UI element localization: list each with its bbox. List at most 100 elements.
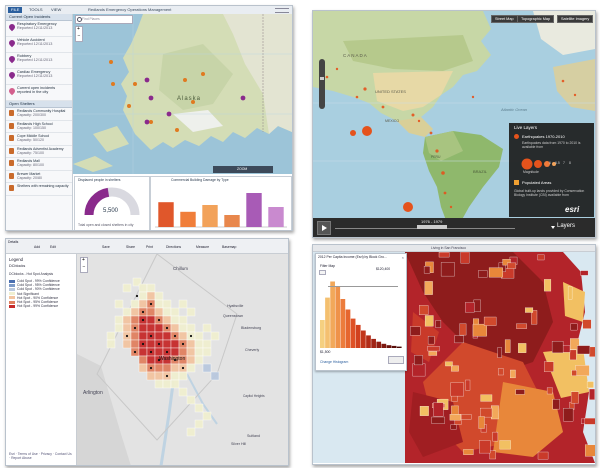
hotspot-cell[interactable] [210, 371, 220, 381]
block-group-polygon[interactable] [499, 440, 511, 450]
block-group-polygon[interactable] [567, 286, 573, 300]
block-group-polygon[interactable] [589, 388, 595, 400]
hotspot-cell[interactable] [154, 363, 164, 373]
incident-point[interactable] [157, 318, 161, 322]
menu-tab-tools[interactable]: TOOLS [29, 7, 43, 12]
shelter-item[interactable]: Redlands Community Hospital Capacity: 200… [6, 108, 72, 121]
block-group-polygon[interactable] [472, 323, 487, 337]
hotspot-cell[interactable] [114, 299, 124, 309]
toolbar-print[interactable]: Print [146, 245, 153, 249]
incident-point[interactable] [173, 334, 177, 338]
chart-bar[interactable] [202, 205, 218, 227]
hotspot-cell[interactable] [106, 331, 116, 341]
hotspot-cell[interactable] [162, 339, 172, 349]
hotspot-cell[interactable] [138, 299, 148, 309]
hotspot-cell[interactable] [186, 323, 196, 333]
alaska-map[interactable]: Find Places + − Alaska ZOOM [73, 14, 292, 174]
incident-point[interactable] [165, 350, 169, 354]
hotspot-cell[interactable] [146, 291, 156, 301]
hotspot-cell[interactable] [154, 371, 164, 381]
hotspot-cell[interactable] [202, 411, 212, 421]
block-group-polygon[interactable] [570, 338, 580, 350]
incident-item[interactable]: Robbery Reported 12/11/2013 [6, 53, 72, 69]
hotspot-cell[interactable] [170, 339, 180, 349]
hotspot-cell[interactable] [154, 299, 164, 309]
block-group-polygon[interactable] [570, 391, 579, 404]
hotspot-cell[interactable] [146, 371, 156, 381]
block-group-polygon[interactable] [412, 363, 426, 377]
block-group-polygon[interactable] [492, 431, 499, 442]
play-button[interactable] [317, 221, 331, 235]
incident-point[interactable] [135, 294, 139, 298]
layer-earthquakes-title[interactable]: Earthquakes 1970-2010 [522, 134, 565, 139]
block-group-polygon[interactable] [445, 361, 453, 367]
incident-point[interactable] [149, 302, 153, 306]
hotspot-cell[interactable] [170, 307, 180, 317]
block-group-polygon[interactable] [507, 262, 517, 269]
block-group-polygon[interactable] [450, 424, 457, 430]
hotspot-cell[interactable] [178, 299, 188, 309]
block-group-polygon[interactable] [478, 270, 488, 278]
block-group-polygon[interactable] [460, 414, 472, 420]
block-group-polygon[interactable] [515, 389, 525, 395]
hotspot-cell[interactable] [138, 355, 148, 365]
incident-point[interactable] [157, 342, 161, 346]
block-group-polygon[interactable] [454, 335, 464, 344]
block-group-polygon[interactable] [423, 266, 431, 274]
incident-point[interactable] [165, 374, 169, 378]
hotspot-cell[interactable] [178, 371, 188, 381]
block-group-polygon[interactable] [449, 414, 461, 421]
block-group-polygon[interactable] [498, 368, 504, 376]
block-group-polygon[interactable] [525, 307, 534, 313]
chart-bar[interactable] [180, 211, 196, 227]
block-group-polygon[interactable] [465, 302, 475, 313]
hotspot-cell[interactable] [178, 323, 188, 333]
incident-point[interactable] [141, 342, 145, 346]
hotspot-cell[interactable] [138, 291, 148, 301]
hotspot-cell[interactable] [186, 347, 196, 357]
toolbar-add[interactable]: Add [34, 245, 41, 249]
hotspot-cell[interactable] [194, 403, 204, 413]
block-group-polygon[interactable] [480, 407, 493, 418]
incident-point[interactable] [133, 350, 137, 354]
block-group-polygon[interactable] [504, 339, 511, 353]
filter-checkbox[interactable] [319, 270, 326, 275]
hotspot-cell[interactable] [122, 315, 132, 325]
hotspot-cell[interactable] [202, 339, 212, 349]
dc-hotspot-map[interactable]: Chillum Hyattsville Queenstown Bladensbu… [77, 253, 288, 465]
hotspot-cell[interactable] [106, 339, 116, 349]
block-group-polygon[interactable] [478, 416, 485, 429]
block-group-polygon[interactable] [497, 347, 502, 358]
block-group-polygon[interactable] [427, 346, 440, 352]
hotspot-cell[interactable] [186, 363, 196, 373]
zoom-in-icon[interactable]: + [77, 26, 80, 32]
hotspot-cell[interactable] [194, 331, 204, 341]
hotspot-cell[interactable] [154, 379, 164, 389]
menu-tab-view[interactable]: VIEW [51, 7, 62, 12]
hotspot-cell[interactable] [146, 315, 156, 325]
block-group-polygon[interactable] [410, 326, 421, 336]
block-group-polygon[interactable] [516, 323, 527, 329]
search-input[interactable]: Find Places [75, 15, 133, 24]
hotspot-cell[interactable] [178, 387, 188, 397]
toolbar-edit[interactable]: Edit [50, 245, 56, 249]
chart-bar[interactable] [246, 193, 262, 227]
time-slider-range[interactable] [417, 225, 447, 229]
hotspot-cell[interactable] [130, 331, 140, 341]
hotspot-cell[interactable] [114, 323, 124, 333]
block-group-polygon[interactable] [419, 305, 429, 315]
hotspot-cell[interactable] [146, 339, 156, 349]
shelter-item[interactable]: Cope Middle School Capacity: 50/120 [6, 133, 72, 146]
block-group-polygon[interactable] [463, 449, 474, 455]
block-group-polygon[interactable] [433, 402, 444, 417]
chart-bar[interactable] [224, 215, 240, 227]
incident-point[interactable] [133, 326, 137, 330]
menu-tab-file[interactable]: FILE [8, 7, 23, 13]
incident-point[interactable] [141, 318, 145, 322]
block-group-polygon[interactable] [431, 416, 445, 424]
hotspot-cell[interactable] [170, 371, 180, 381]
block-group-polygon[interactable] [438, 252, 450, 258]
block-group-polygon[interactable] [537, 451, 549, 460]
block-group-polygon[interactable] [580, 270, 589, 276]
hotspot-cell[interactable] [138, 363, 148, 373]
